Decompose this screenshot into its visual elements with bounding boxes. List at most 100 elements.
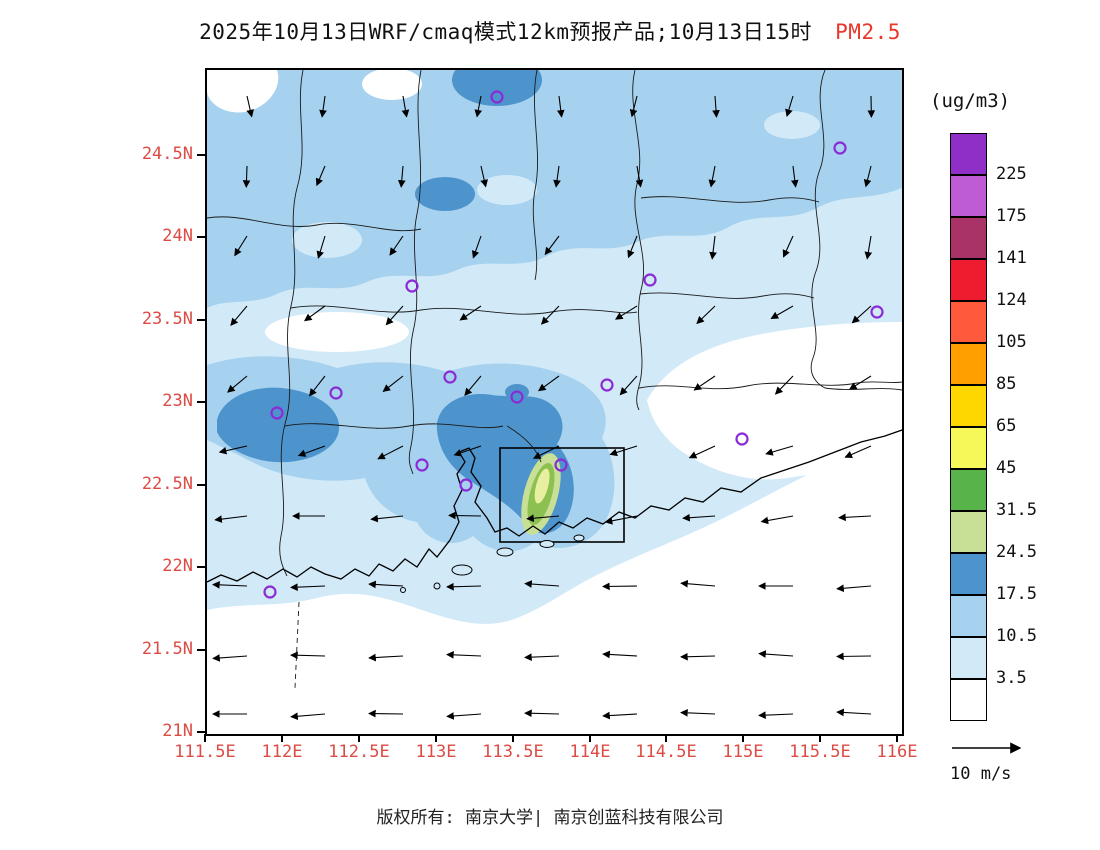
station-marker xyxy=(405,279,419,293)
lon-tick-label: 112E xyxy=(261,742,303,762)
wind-arrow xyxy=(368,580,404,589)
pm25-contour-layers xyxy=(207,70,902,734)
wind-reference-arrow xyxy=(952,742,1022,754)
wind-arrow xyxy=(377,445,404,460)
station-marker xyxy=(554,458,568,472)
colorbar-tick-label: 10.5 xyxy=(996,626,1037,646)
lat-tick-mark xyxy=(197,484,205,486)
map-svg xyxy=(207,70,902,734)
colorbar-segment xyxy=(950,259,987,301)
wind-arrows-layer xyxy=(212,95,876,721)
wind-arrow xyxy=(453,445,482,457)
wind-arrow xyxy=(319,95,327,118)
wind-arrow xyxy=(848,375,872,390)
lat-tick-mark xyxy=(197,236,205,238)
station-marker xyxy=(270,406,284,420)
wind-arrow xyxy=(401,95,410,118)
colorbar-segment xyxy=(950,217,987,259)
station-marker xyxy=(510,390,524,404)
wind-arrow xyxy=(368,653,404,662)
colorbar-tick-label: 3.5 xyxy=(996,668,1027,688)
wind-arrow xyxy=(688,445,716,459)
wind-arrow xyxy=(602,711,638,720)
lon-tick-label: 112.5E xyxy=(328,742,390,762)
lat-tick-mark xyxy=(197,319,205,321)
wind-arrow xyxy=(708,165,717,188)
wind-arrow xyxy=(471,235,482,259)
wind-arrow xyxy=(297,445,326,457)
wind-arrow xyxy=(556,95,565,118)
colorbar-tick-label: 31.5 xyxy=(996,500,1037,520)
wind-arrow xyxy=(448,511,482,520)
lon-tick-label: 116E xyxy=(876,742,918,762)
wind-arrow xyxy=(246,95,254,118)
wind-arrow xyxy=(532,445,560,459)
lon-tick-label: 114E xyxy=(569,742,611,762)
wind-arrow xyxy=(682,513,716,522)
wind-arrow xyxy=(304,305,326,322)
lat-tick-label: 21.5N xyxy=(141,639,193,659)
wind-arrow xyxy=(230,305,248,326)
lat-tick-mark xyxy=(197,731,205,733)
wind-arrow xyxy=(370,514,404,523)
station-marker xyxy=(600,378,614,392)
wind-arrow xyxy=(712,95,720,118)
wind-arrow xyxy=(709,235,717,260)
station-marker xyxy=(459,478,473,492)
wind-arrow xyxy=(782,235,794,258)
station-marker xyxy=(833,141,847,155)
colorbar-tick-label: 65 xyxy=(996,416,1017,436)
wind-arrow xyxy=(309,375,326,397)
colorbar-tick-label: 45 xyxy=(996,458,1017,478)
title-pollutant: PM2.5 xyxy=(835,20,901,44)
station-marker xyxy=(329,386,343,400)
islands xyxy=(400,534,585,593)
colorbar-segment xyxy=(950,385,987,427)
wind-arrow xyxy=(629,95,638,118)
lat-tick-label: 24N xyxy=(162,226,193,246)
wind-arrow xyxy=(693,375,716,391)
wind-arrow xyxy=(614,305,638,320)
wind-arrow xyxy=(382,375,404,392)
colorbar-tick-label: 24.5 xyxy=(996,542,1037,562)
station-marker xyxy=(643,273,657,287)
wind-arrow xyxy=(619,375,638,396)
wind-arrow xyxy=(242,165,251,188)
wind-arrow xyxy=(844,445,872,459)
wind-arrow xyxy=(760,515,794,525)
colorbar-tick-label: 124 xyxy=(996,290,1027,310)
wind-arrow xyxy=(540,305,560,325)
colorbar-segment xyxy=(950,469,987,511)
colorbar-segment xyxy=(950,301,987,343)
figure-title: 2025年10月13日WRF/cmaq模式12km预报产品;10月13日15时 … xyxy=(0,16,1100,46)
lat-tick-mark xyxy=(197,401,205,403)
station-marker xyxy=(735,432,749,446)
lat-tick-label: 22N xyxy=(162,556,193,576)
wind-arrow xyxy=(385,305,404,326)
colorbar-tick-label: 105 xyxy=(996,332,1027,352)
wind-arrow xyxy=(315,165,326,187)
station-marker xyxy=(263,585,277,599)
wind-arrow xyxy=(212,581,248,589)
wind-arrow xyxy=(480,165,488,188)
lat-tick-label: 21N xyxy=(162,721,193,741)
wind-arrow xyxy=(758,711,794,719)
wind-arrow xyxy=(218,445,248,455)
wind-arrow xyxy=(696,305,716,325)
wind-arrow xyxy=(851,305,872,324)
wind-arrow xyxy=(214,515,248,523)
wind-arrow xyxy=(212,654,248,662)
copyright-text: 版权所有: 南京大学| 南京创蓝科技有限公司 xyxy=(376,808,724,828)
wind-arrow xyxy=(838,513,872,522)
wind-arrow xyxy=(627,235,638,259)
wind-legend: 10 m/s xyxy=(946,736,1046,784)
colorbar-segment xyxy=(950,343,987,385)
station-marker xyxy=(443,370,457,384)
lon-tick-label: 113E xyxy=(415,742,457,762)
lon-tick-label: 115.5E xyxy=(789,742,851,762)
lat-tick-label: 24.5N xyxy=(141,144,193,164)
wind-arrow xyxy=(770,305,794,319)
colorbar-segment xyxy=(950,553,987,595)
wind-arrow xyxy=(553,165,561,188)
wind-arrow xyxy=(609,445,638,457)
